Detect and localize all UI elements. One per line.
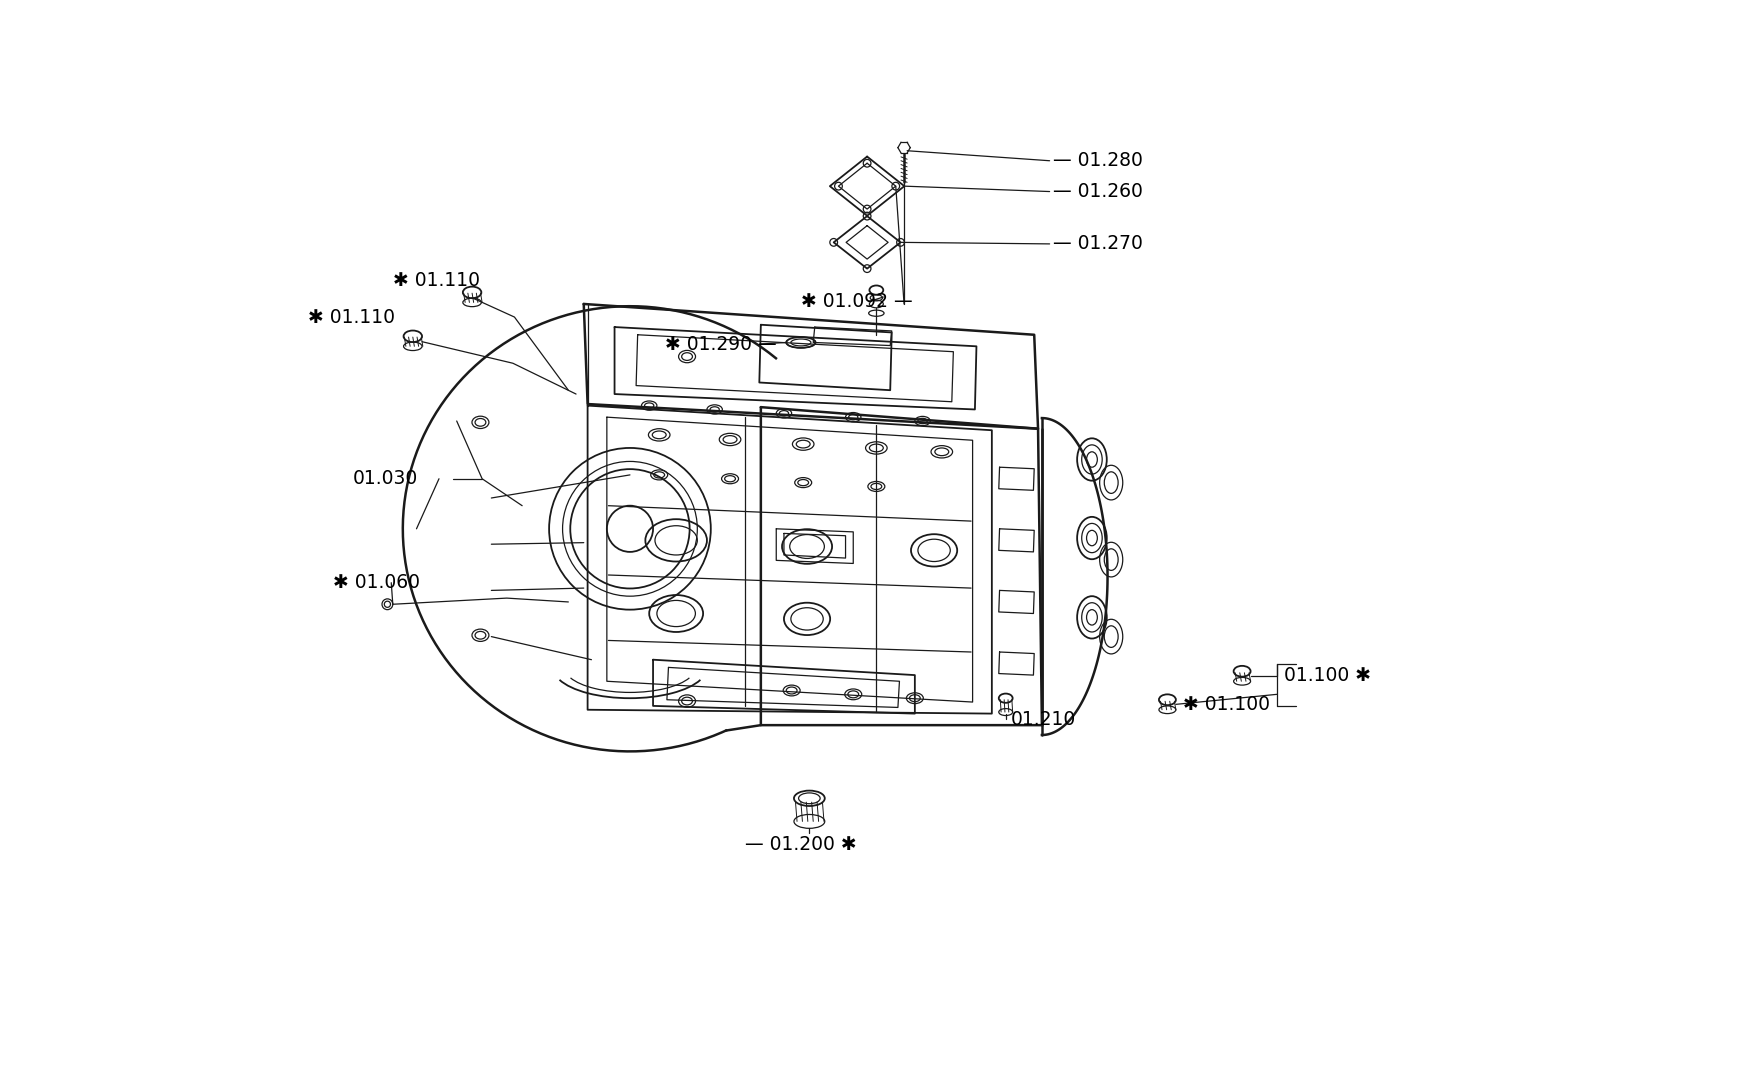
Text: — 01.270: — 01.270 [1052, 234, 1143, 254]
Text: 01.030: 01.030 [353, 470, 417, 488]
Text: ✱ 01.110: ✱ 01.110 [393, 272, 480, 290]
Text: — 01.280: — 01.280 [1052, 151, 1143, 170]
Text: — 01.260: — 01.260 [1052, 182, 1143, 201]
Text: ✱ 01.290 —: ✱ 01.290 — [664, 335, 776, 353]
Text: ✱ 01.100: ✱ 01.100 [1183, 694, 1269, 714]
Text: ✱ 01.110: ✱ 01.110 [308, 307, 395, 326]
Text: ✱ 01.060: ✱ 01.060 [334, 574, 421, 592]
Text: — 01.200 ✱: — 01.200 ✱ [744, 835, 857, 854]
Text: 01.100 ✱: 01.100 ✱ [1283, 666, 1370, 685]
Text: 01.210: 01.210 [1010, 710, 1076, 730]
Text: ✱ 01.092 —: ✱ 01.092 — [800, 292, 911, 311]
